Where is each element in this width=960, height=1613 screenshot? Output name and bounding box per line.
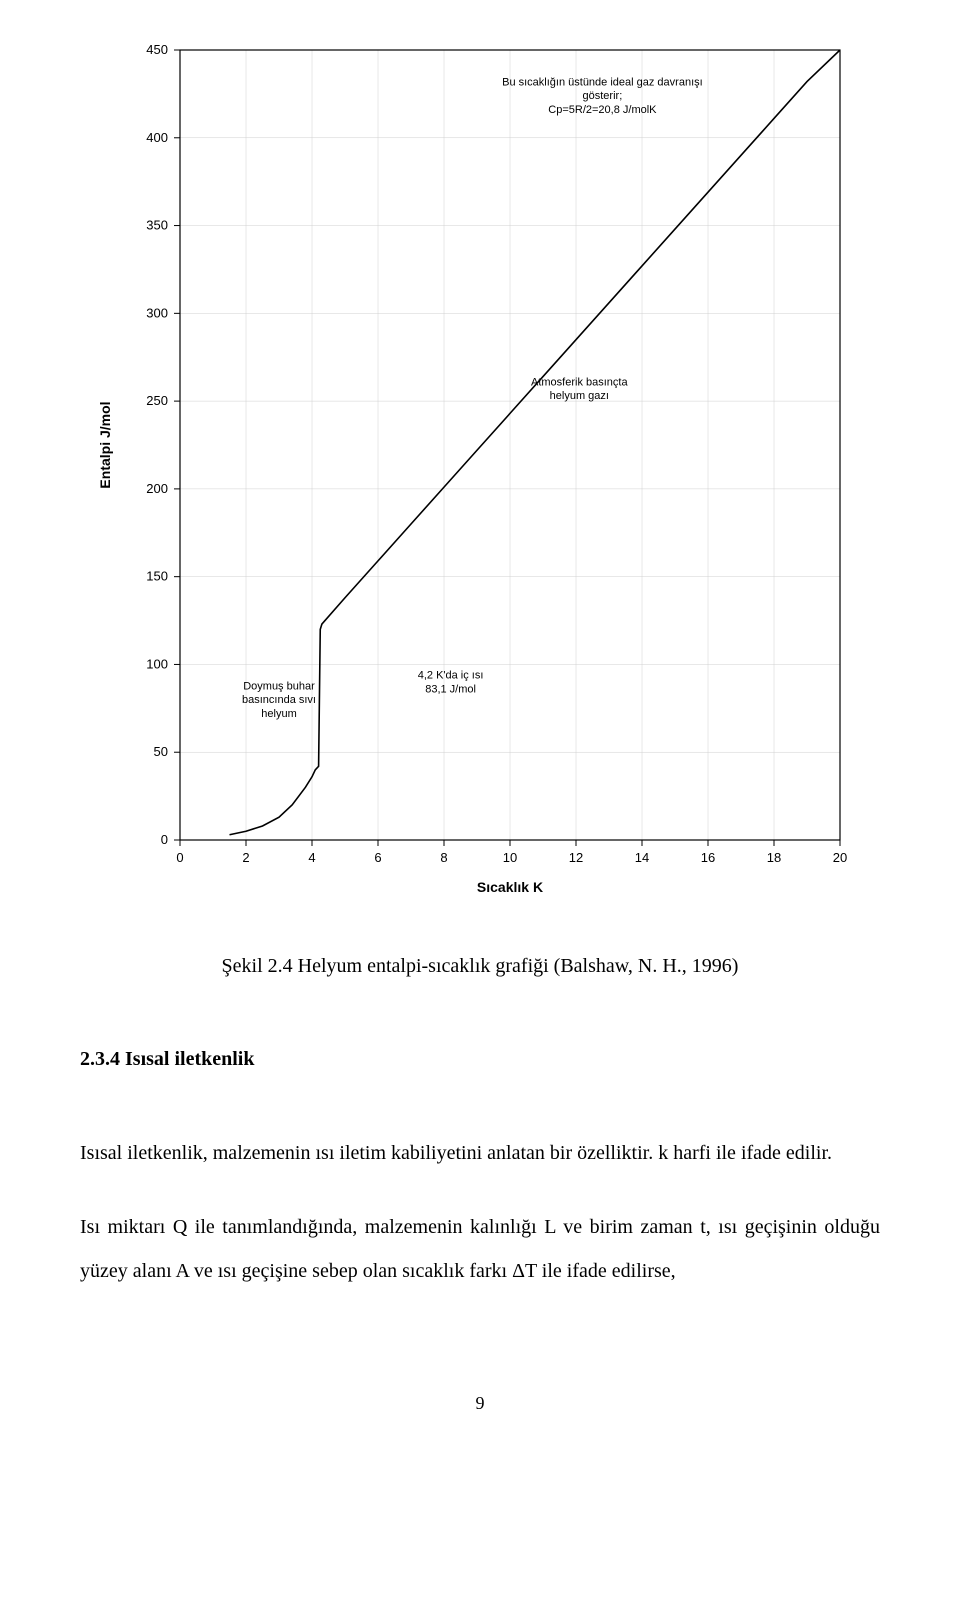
svg-text:gösterir;: gösterir; [583, 90, 623, 102]
svg-text:200: 200 [146, 481, 168, 496]
chart-svg: 0246810121416182005010015020025030035040… [90, 30, 870, 910]
enthalpy-chart: 0246810121416182005010015020025030035040… [90, 30, 870, 915]
svg-text:Bu sıcaklığın üstünde ideal ga: Bu sıcaklığın üstünde ideal gaz davranış… [502, 76, 703, 88]
svg-text:250: 250 [146, 393, 168, 408]
svg-text:150: 150 [146, 569, 168, 584]
svg-text:14: 14 [635, 850, 649, 865]
svg-text:Atmosferik basınçta: Atmosferik basınçta [531, 376, 628, 388]
svg-text:100: 100 [146, 656, 168, 671]
svg-text:20: 20 [833, 850, 847, 865]
svg-text:50: 50 [154, 744, 168, 759]
svg-text:basıncında sıvı: basıncında sıvı [242, 694, 316, 706]
svg-text:Cp=5R/2=20,8 J/molK: Cp=5R/2=20,8 J/molK [548, 104, 657, 116]
svg-text:8: 8 [440, 850, 447, 865]
page-number: 9 [80, 1393, 880, 1414]
svg-text:300: 300 [146, 305, 168, 320]
svg-text:helyum: helyum [261, 708, 296, 720]
section-heading: 2.3.4 Isısal iletkenlik [80, 1048, 880, 1071]
svg-text:4: 4 [308, 850, 315, 865]
svg-text:400: 400 [146, 130, 168, 145]
svg-text:18: 18 [767, 850, 781, 865]
svg-text:Doymuş buhar: Doymuş buhar [243, 680, 315, 692]
svg-text:350: 350 [146, 218, 168, 233]
svg-text:16: 16 [701, 850, 715, 865]
figure-caption: Şekil 2.4 Helyum entalpi-sıcaklık grafiğ… [80, 955, 880, 978]
svg-text:10: 10 [503, 850, 517, 865]
svg-text:4,2 K'da iç ısı: 4,2 K'da iç ısı [418, 670, 484, 682]
svg-text:12: 12 [569, 850, 583, 865]
svg-text:2: 2 [242, 850, 249, 865]
svg-text:Entalpi J/mol: Entalpi J/mol [97, 401, 113, 488]
svg-text:0: 0 [161, 832, 168, 847]
svg-text:0: 0 [176, 850, 183, 865]
paragraph-1: Isısal iletkenlik, malzemenin ısı iletim… [80, 1131, 880, 1175]
svg-text:83,1 J/mol: 83,1 J/mol [425, 683, 476, 695]
svg-text:Sıcaklık K: Sıcaklık K [477, 879, 543, 895]
svg-text:6: 6 [374, 850, 381, 865]
paragraph-2: Isı miktarı Q ile tanımlandığında, malze… [80, 1205, 880, 1293]
svg-text:helyum gazı: helyum gazı [550, 390, 609, 402]
svg-text:450: 450 [146, 42, 168, 57]
